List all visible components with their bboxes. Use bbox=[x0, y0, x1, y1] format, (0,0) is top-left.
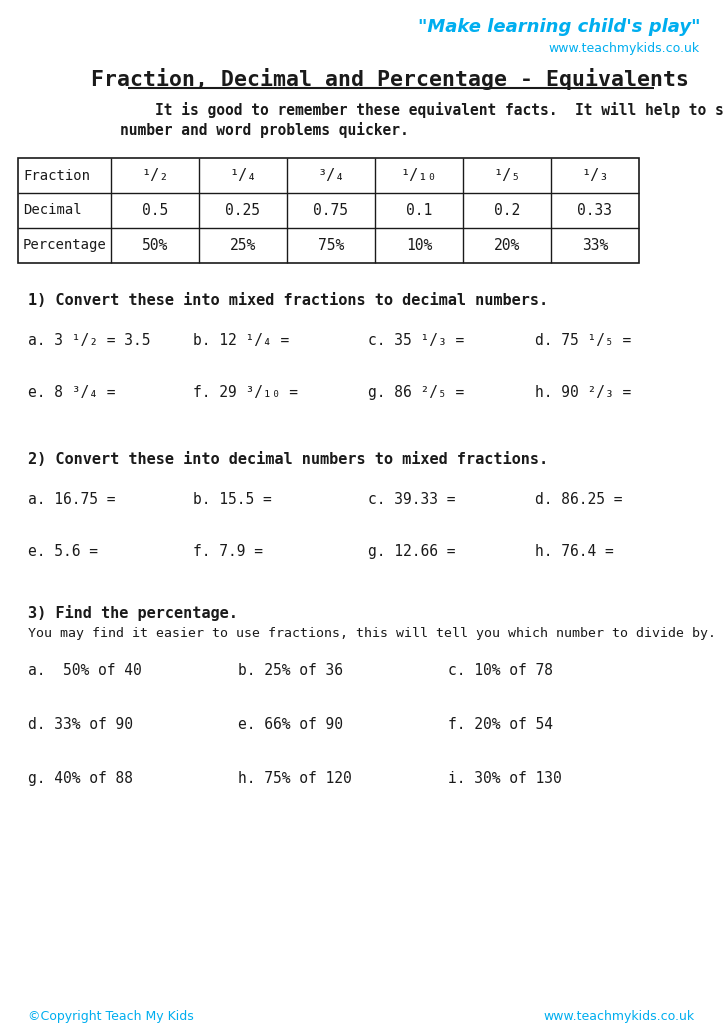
Text: Decimal: Decimal bbox=[23, 204, 82, 217]
Text: g. 86 ²/₅ =: g. 86 ²/₅ = bbox=[368, 385, 464, 400]
Text: h. 76.4 =: h. 76.4 = bbox=[535, 544, 614, 559]
Text: d. 33% of 90: d. 33% of 90 bbox=[28, 717, 133, 732]
Text: e. 8 ³/₄ =: e. 8 ³/₄ = bbox=[28, 385, 116, 400]
Text: e. 5.6 =: e. 5.6 = bbox=[28, 544, 98, 559]
Text: 3) Find the percentage.: 3) Find the percentage. bbox=[28, 605, 238, 621]
Bar bbox=[18, 158, 639, 263]
Text: "Make learning child's play": "Make learning child's play" bbox=[417, 18, 700, 36]
Text: b. 12 ¹/₄ =: b. 12 ¹/₄ = bbox=[193, 333, 289, 348]
Text: ³/₄: ³/₄ bbox=[317, 168, 345, 183]
Text: ¹/₃: ¹/₃ bbox=[581, 168, 609, 183]
Text: 0.5: 0.5 bbox=[142, 203, 168, 218]
Text: www.teachmykids.co.uk: www.teachmykids.co.uk bbox=[544, 1010, 695, 1023]
Text: number and word problems quicker.: number and word problems quicker. bbox=[120, 122, 408, 138]
Text: a. 3 ¹/₂ = 3.5: a. 3 ¹/₂ = 3.5 bbox=[28, 333, 150, 348]
Text: g. 12.66 =: g. 12.66 = bbox=[368, 544, 455, 559]
Text: Fraction, Decimal and Percentage - Equivalents: Fraction, Decimal and Percentage - Equiv… bbox=[91, 68, 689, 90]
Text: Percentage: Percentage bbox=[23, 239, 107, 253]
Text: a.  50% of 40: a. 50% of 40 bbox=[28, 663, 142, 678]
Text: 50%: 50% bbox=[142, 238, 168, 253]
Text: ¹/₅: ¹/₅ bbox=[493, 168, 521, 183]
Text: 0.25: 0.25 bbox=[226, 203, 260, 218]
Text: It is good to remember these equivalent facts.  It will help to solve some: It is good to remember these equivalent … bbox=[155, 102, 723, 118]
Text: e. 66% of 90: e. 66% of 90 bbox=[238, 717, 343, 732]
Text: d. 75 ¹/₅ =: d. 75 ¹/₅ = bbox=[535, 333, 631, 348]
Text: 33%: 33% bbox=[582, 238, 608, 253]
Text: 25%: 25% bbox=[230, 238, 256, 253]
Text: 1) Convert these into mixed fractions to decimal numbers.: 1) Convert these into mixed fractions to… bbox=[28, 293, 548, 308]
Text: You may find it easier to use fractions, this will tell you which number to divi: You may find it easier to use fractions,… bbox=[28, 627, 716, 640]
Text: ©Copyright Teach My Kids: ©Copyright Teach My Kids bbox=[28, 1010, 194, 1023]
Text: 20%: 20% bbox=[494, 238, 520, 253]
Text: www.teachmykids.co.uk: www.teachmykids.co.uk bbox=[549, 42, 700, 55]
Text: f. 29 ³/₁₀ =: f. 29 ³/₁₀ = bbox=[193, 385, 298, 400]
Text: ¹/₄: ¹/₄ bbox=[229, 168, 257, 183]
Text: 10%: 10% bbox=[406, 238, 432, 253]
Text: 75%: 75% bbox=[318, 238, 344, 253]
Text: b. 15.5 =: b. 15.5 = bbox=[193, 492, 272, 507]
Text: b. 25% of 36: b. 25% of 36 bbox=[238, 663, 343, 678]
Text: 0.33: 0.33 bbox=[578, 203, 612, 218]
Text: h. 90 ²/₃ =: h. 90 ²/₃ = bbox=[535, 385, 631, 400]
Text: h. 75% of 120: h. 75% of 120 bbox=[238, 771, 352, 786]
Text: d. 86.25 =: d. 86.25 = bbox=[535, 492, 623, 507]
Text: c. 39.33 =: c. 39.33 = bbox=[368, 492, 455, 507]
Text: g. 40% of 88: g. 40% of 88 bbox=[28, 771, 133, 786]
Text: f. 7.9 =: f. 7.9 = bbox=[193, 544, 263, 559]
Text: Fraction: Fraction bbox=[23, 169, 90, 182]
Text: f. 20% of 54: f. 20% of 54 bbox=[448, 717, 553, 732]
Text: c. 10% of 78: c. 10% of 78 bbox=[448, 663, 553, 678]
Text: c. 35 ¹/₃ =: c. 35 ¹/₃ = bbox=[368, 333, 464, 348]
Text: i. 30% of 130: i. 30% of 130 bbox=[448, 771, 562, 786]
Text: ¹/₁₀: ¹/₁₀ bbox=[401, 168, 437, 183]
Text: ¹/₂: ¹/₂ bbox=[141, 168, 168, 183]
Text: 0.1: 0.1 bbox=[406, 203, 432, 218]
Text: 0.75: 0.75 bbox=[314, 203, 348, 218]
Text: 2) Convert these into decimal numbers to mixed fractions.: 2) Convert these into decimal numbers to… bbox=[28, 452, 548, 467]
Text: 0.2: 0.2 bbox=[494, 203, 520, 218]
Text: a. 16.75 =: a. 16.75 = bbox=[28, 492, 116, 507]
